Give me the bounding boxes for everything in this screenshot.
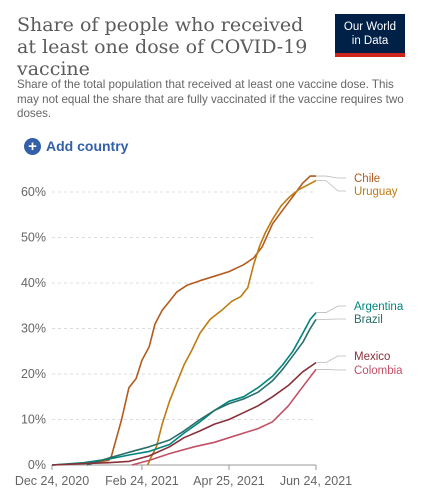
add-country-label: Add country (46, 138, 129, 154)
add-country-button[interactable]: + Add country (24, 136, 128, 156)
y-tick-label: 30% (21, 322, 46, 336)
legend-connector (316, 369, 346, 371)
y-tick-label: 10% (21, 413, 46, 427)
x-tick-label: Dec 24, 2020 (15, 474, 89, 488)
series-line-brazil[interactable] (86, 318, 317, 466)
series-line-uruguay[interactable] (146, 179, 317, 466)
series-line-mexico[interactable] (51, 361, 317, 466)
y-tick-label: 0% (28, 458, 46, 472)
series-line-chile[interactable] (51, 175, 316, 466)
y-tick-label: 20% (21, 367, 46, 381)
y-tick-label: 50% (21, 231, 46, 245)
line-chart[interactable]: 0% 10% 20% 30% 40% 50% 60% Dec 24, 2020 Feb 24,… (0, 160, 421, 500)
series-lines (51, 175, 317, 466)
logo-line1: Our World (343, 21, 397, 33)
x-tick-label: Jun 24, 2021 (280, 474, 352, 488)
series-line-argentina[interactable] (51, 312, 317, 466)
y-axis-ticks: 0% 10% 20% 30% 40% 50% 60% (21, 185, 46, 472)
owid-logo[interactable]: Our World in Data (335, 14, 405, 57)
x-tick-label: Apr 25, 2021 (193, 474, 265, 488)
chart-title: Share of people who received at least on… (17, 14, 308, 80)
legend-connector (316, 305, 346, 313)
y-tick-label: 60% (21, 185, 46, 199)
legend-label-chile: Chile (354, 173, 380, 185)
legend-connector (316, 180, 346, 192)
chart-subtitle: Share of the total population that recei… (17, 78, 404, 120)
legend-label-uruguay: Uruguay (354, 186, 398, 198)
legend-label-mexico: Mexico (354, 351, 390, 363)
plus-circle-icon: + (24, 137, 41, 155)
y-tick-label: 40% (21, 276, 46, 290)
legend-connector (316, 175, 346, 179)
logo-line2: in Data (351, 35, 389, 47)
legend-label-brazil: Brazil (354, 314, 383, 326)
series-line-colombia[interactable] (131, 368, 317, 466)
x-tick-label: Feb 24, 2021 (105, 474, 179, 488)
x-axis: Dec 24, 2020 Feb 24, 2021 Apr 25, 2021 Jun … (15, 464, 352, 488)
legend-label-argentina: Argentina (354, 301, 404, 313)
legend-connector (316, 355, 346, 364)
logo-accent-bar (335, 53, 405, 57)
grid-lines (52, 191, 316, 420)
legend-label-colombia: Colombia (354, 365, 403, 377)
